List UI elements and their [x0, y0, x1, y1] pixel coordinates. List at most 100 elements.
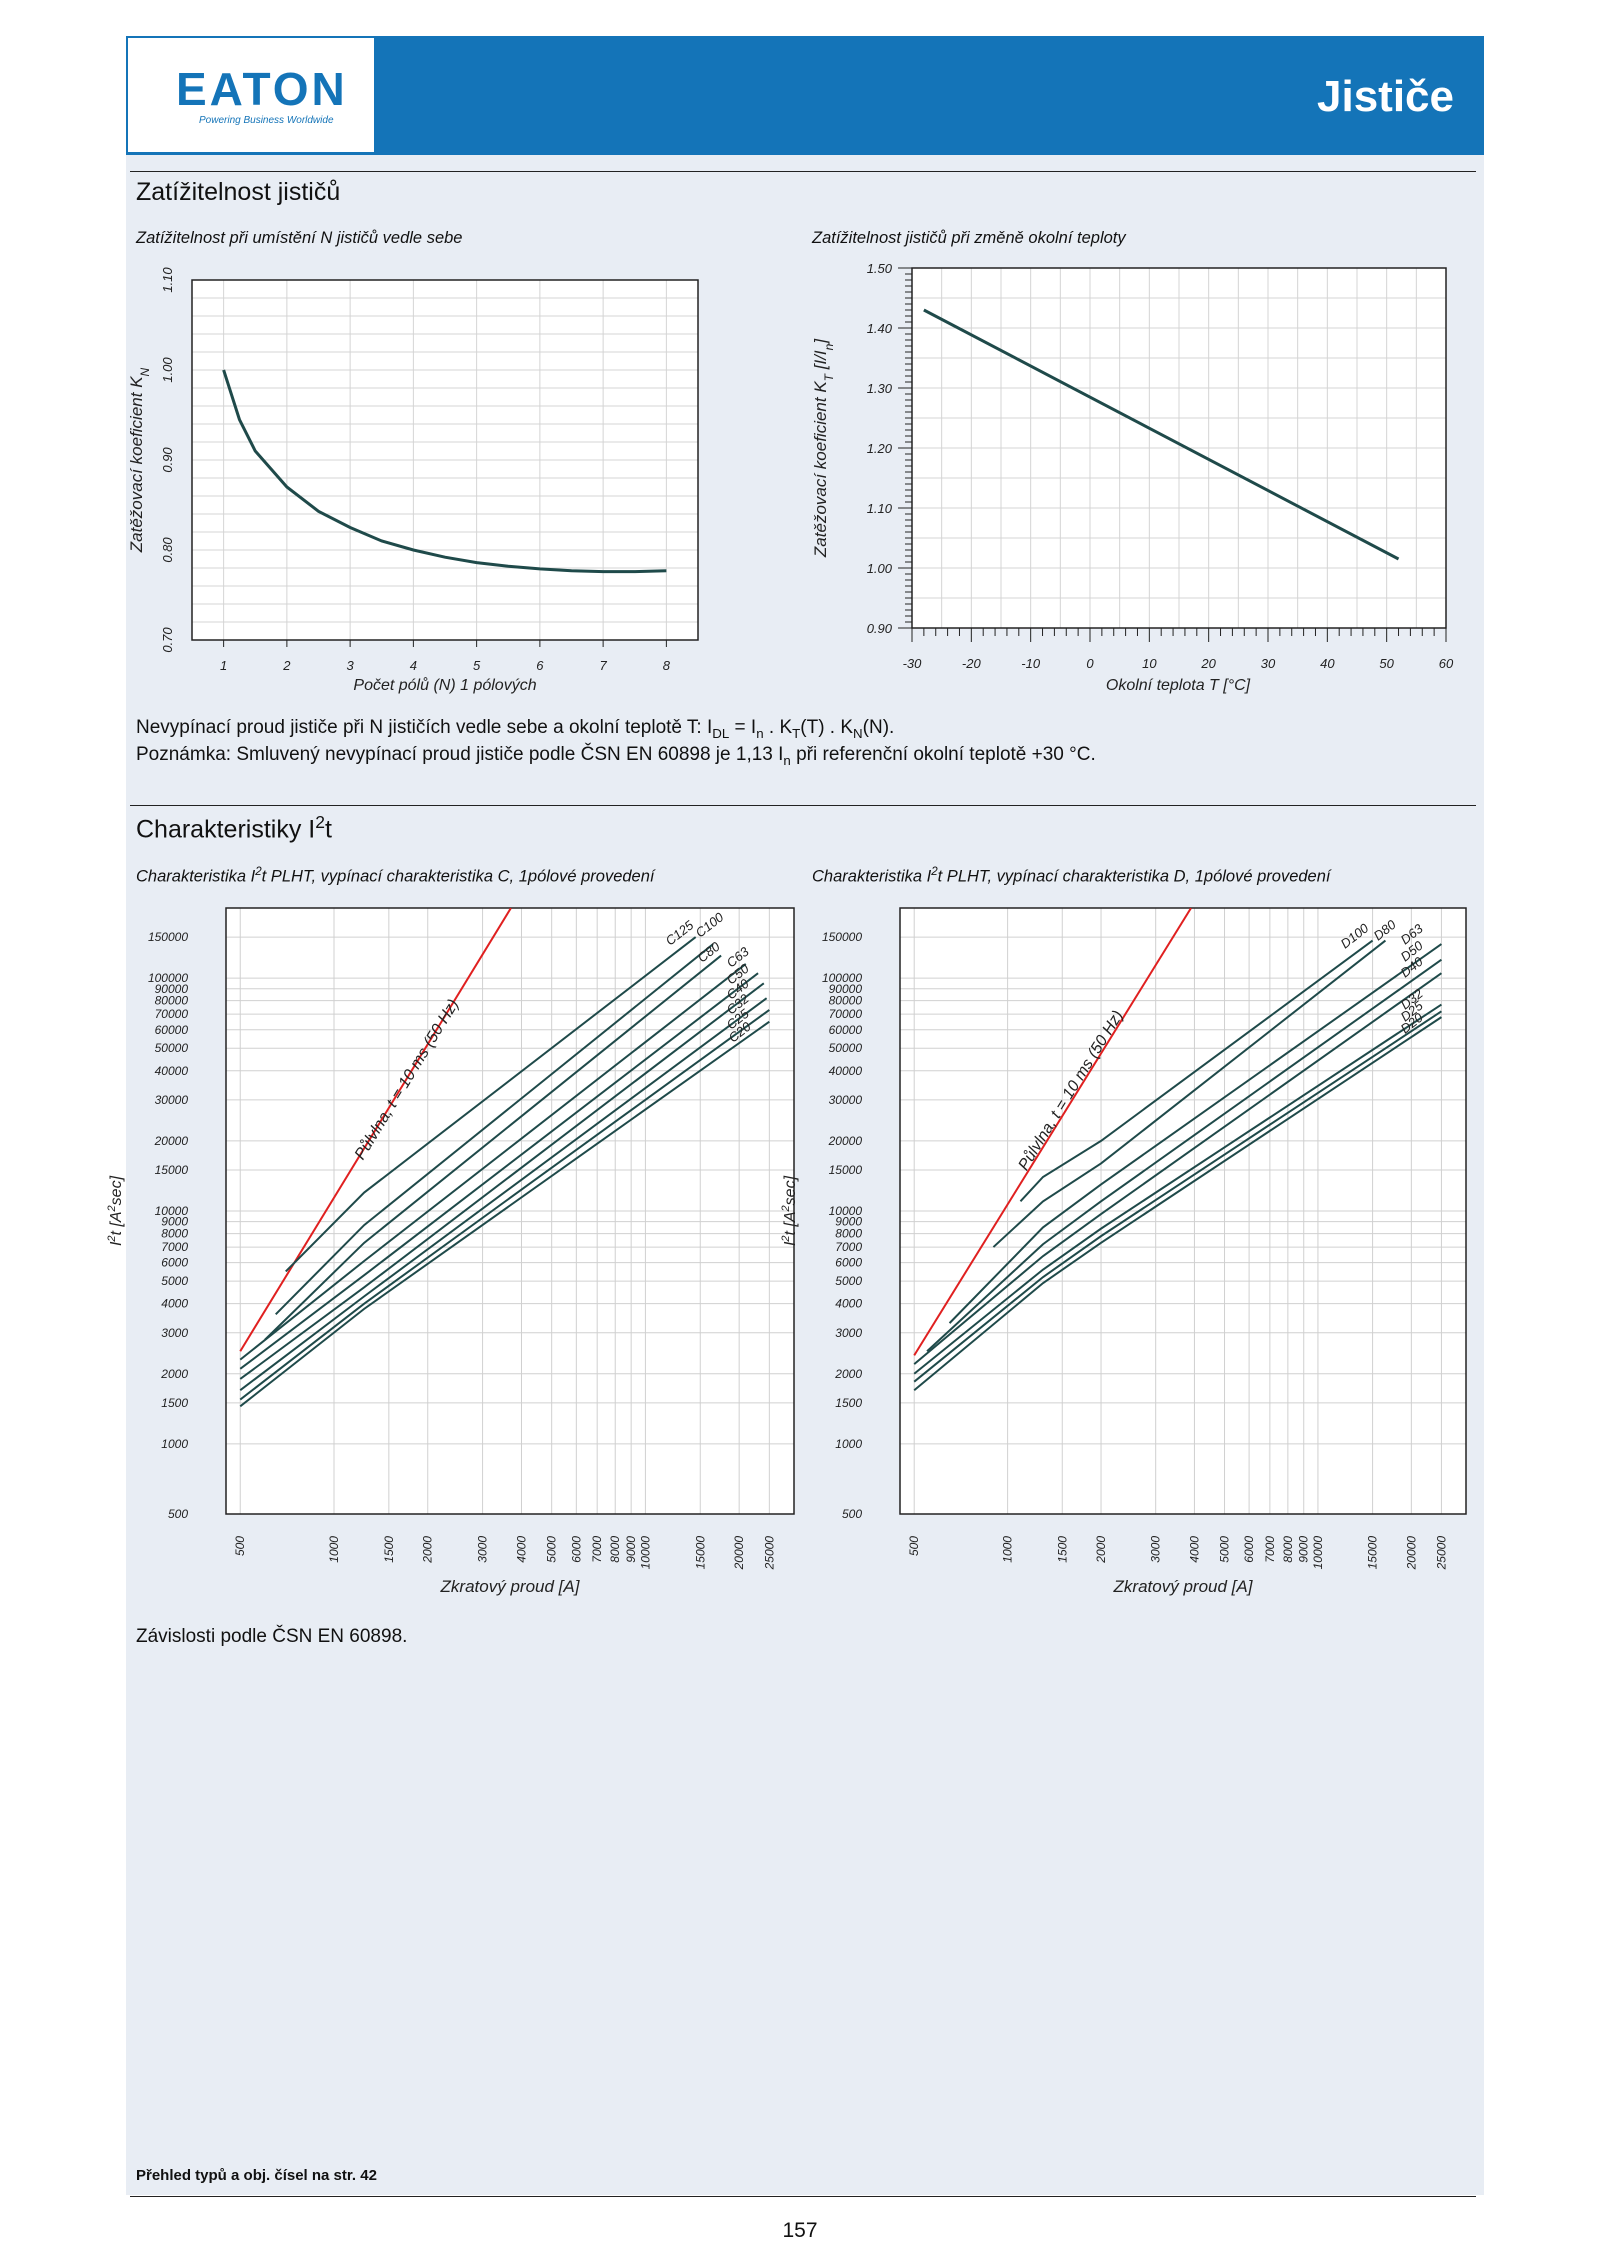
chart4-ytick-label: 4000 — [835, 1297, 862, 1311]
chart3-series-c80 — [264, 954, 722, 1341]
chart4-series-d40 — [913, 972, 1443, 1365]
chart4-ytick-label: 40000 — [829, 1064, 863, 1078]
chart3-series-c40 — [239, 982, 765, 1380]
subtitle-sup: 2 — [931, 866, 938, 878]
chart2-xtick-label: -30 — [903, 656, 923, 671]
chart4-ylabel-part: I — [782, 1241, 799, 1246]
chart4-series-d25 — [913, 1010, 1442, 1383]
chart4-ytick-label: 1000 — [835, 1437, 862, 1451]
chart3-xtick-label: 1500 — [382, 1536, 396, 1563]
chart1-xtick-label: 2 — [282, 658, 291, 673]
chart4-xtick-label: 15000 — [1366, 1536, 1380, 1570]
chart4-frame — [899, 907, 1467, 1515]
subtitle-sup: 2 — [255, 866, 262, 878]
dependency-note: Závislosti podle ČSN EN 60898. — [136, 1626, 408, 1647]
chart4-ytick-label: 10000 — [829, 1204, 863, 1218]
chart3-ytick-label: 15000 — [155, 1163, 189, 1177]
chart3-ytick-label: 150000 — [148, 930, 188, 944]
formula-sub: N — [853, 725, 863, 741]
formula-line: Nevypínací proud jističe při N jističích… — [136, 717, 894, 741]
chart3-ytick-label: 1500 — [161, 1396, 188, 1410]
title-part: t — [324, 815, 332, 844]
formula-part: (T) . K — [800, 717, 854, 738]
chart4-ytick-label: 150000 — [822, 930, 862, 944]
chart3-ytick-label: 80000 — [155, 994, 189, 1008]
section-title-load: Zatížitelnost jističů — [136, 178, 341, 206]
chart2-ylabel-part: Zatěžovací koeficient K — [811, 381, 830, 558]
chart4-half-wave-line — [913, 908, 1192, 1356]
title-sup: 2 — [315, 812, 325, 832]
section-rule — [130, 171, 1476, 172]
chart4-xtick-label: 9000 — [1297, 1536, 1311, 1563]
chart1-ytick-label: 0.90 — [160, 447, 175, 473]
chart3-ytick-label: 6000 — [161, 1256, 188, 1270]
chart4-ylabel-part: 2 — [780, 1205, 792, 1212]
chart2-xtick-label: -20 — [962, 656, 982, 671]
chart3-xtick-label: 25000 — [762, 1536, 776, 1571]
chart4-ylabel-part: t [A — [782, 1211, 799, 1235]
logo-tagline: Powering Business Worldwide — [199, 115, 334, 126]
chart1-xtick-label: 4 — [410, 658, 417, 673]
chart4-ytick-label: 1500 — [835, 1396, 862, 1410]
chart-subtitle-d: Charakteristika I2t PLHT, vypínací chara… — [812, 866, 1330, 887]
chart3-series-c100 — [275, 943, 714, 1316]
chart1-xtick-label: 5 — [473, 658, 481, 673]
chart3-ytick-label: 10000 — [155, 1204, 189, 1218]
chart2-xtick-label: 40 — [1320, 656, 1335, 671]
chart3-ylabel-part: sec] — [108, 1175, 125, 1205]
chart3-xtick-label: 500 — [233, 1536, 247, 1556]
chart3-ytick-label: 2000 — [160, 1367, 188, 1381]
chart4-xtick-label: 20000 — [1404, 1536, 1418, 1571]
chart-subtitle-poles: Zatížitelnost při umístění N jističů ved… — [136, 229, 463, 247]
chart4-series-d80 — [992, 939, 1387, 1248]
chart3-ytick-label: 30000 — [155, 1093, 189, 1107]
formula-sub: n — [756, 725, 764, 741]
chart1-ylabel-part: N — [138, 367, 152, 376]
chart3-xtick-label: 7000 — [590, 1536, 604, 1563]
chart4-series-d50 — [926, 958, 1443, 1352]
chart4-ytick-label: 7000 — [835, 1240, 862, 1254]
chart4-ytick-label: 100000 — [822, 971, 862, 985]
chart3-xtick-label: 5000 — [545, 1536, 559, 1563]
chart3-ylabel-part: t [A — [108, 1211, 125, 1235]
chart4-ytick-label: 6000 — [835, 1256, 862, 1270]
chart1-xtick-label: 1 — [220, 658, 227, 673]
chart3-ytick-label: 1000 — [161, 1437, 188, 1451]
page-title: Jističe — [1317, 72, 1454, 121]
formula-part: (N). — [862, 717, 895, 738]
eaton-logo: EATON — [176, 63, 348, 115]
chart2-ytick-label: 1.00 — [867, 561, 893, 576]
chart2-ylabel-part: ] — [811, 338, 830, 346]
chart2-series-line — [923, 308, 1400, 561]
chart3-curves — [239, 908, 770, 1408]
chart4-xtick-label: 5000 — [1218, 1536, 1232, 1563]
chart2-ylabel-part: T — [822, 372, 836, 381]
chart3-series-c25 — [239, 1009, 770, 1401]
chart3-ytick-label: 500 — [168, 1507, 188, 1521]
subtitle-part: Charakteristika I — [136, 867, 256, 886]
chart2-xtick-label: -10 — [1021, 656, 1041, 671]
chart4-series-d63 — [948, 943, 1443, 1324]
chart4-xlabel: Zkratový proud [A] — [1113, 1577, 1254, 1596]
chart3-xtick-label: 3000 — [476, 1536, 490, 1563]
subtitle-part: t PLHT, vypínací charakteristika D, 1pól… — [937, 867, 1331, 886]
chart4-ytick-label: 3000 — [835, 1326, 862, 1340]
chart2-ytick-label: 0.90 — [867, 621, 893, 636]
chart3-series-c20 — [239, 1020, 770, 1408]
chart4-xtick-label: 10000 — [1311, 1536, 1325, 1570]
chart4-xtick-label: 8000 — [1281, 1536, 1295, 1563]
chart-subtitle-c: Charakteristika I2t PLHT, vypínací chara… — [136, 866, 654, 887]
chart-subtitle-temperature: Zatížitelnost jističů při změně okolní t… — [812, 229, 1126, 247]
chart1-ytick-label: 1.10 — [160, 267, 175, 293]
chart1-ytick-label: 1.00 — [160, 357, 175, 383]
chart1-ylabel: Zatěžovací koeficient KN — [127, 367, 152, 553]
section-title-i2t: Charakteristiky I2t — [136, 812, 332, 844]
chart2-ylabel-part: n — [822, 343, 836, 350]
chart4-ylabel-part: sec] — [782, 1175, 799, 1205]
chart2-xtick-label: 60 — [1439, 656, 1454, 671]
chart2-ytick-label: 1.10 — [867, 501, 893, 516]
chart4-ytick-label: 30000 — [829, 1093, 863, 1107]
formula-part: = I — [729, 717, 757, 738]
chart4-xtick-label: 1000 — [1001, 1536, 1015, 1563]
chart3-ytick-label: 7000 — [161, 1240, 188, 1254]
